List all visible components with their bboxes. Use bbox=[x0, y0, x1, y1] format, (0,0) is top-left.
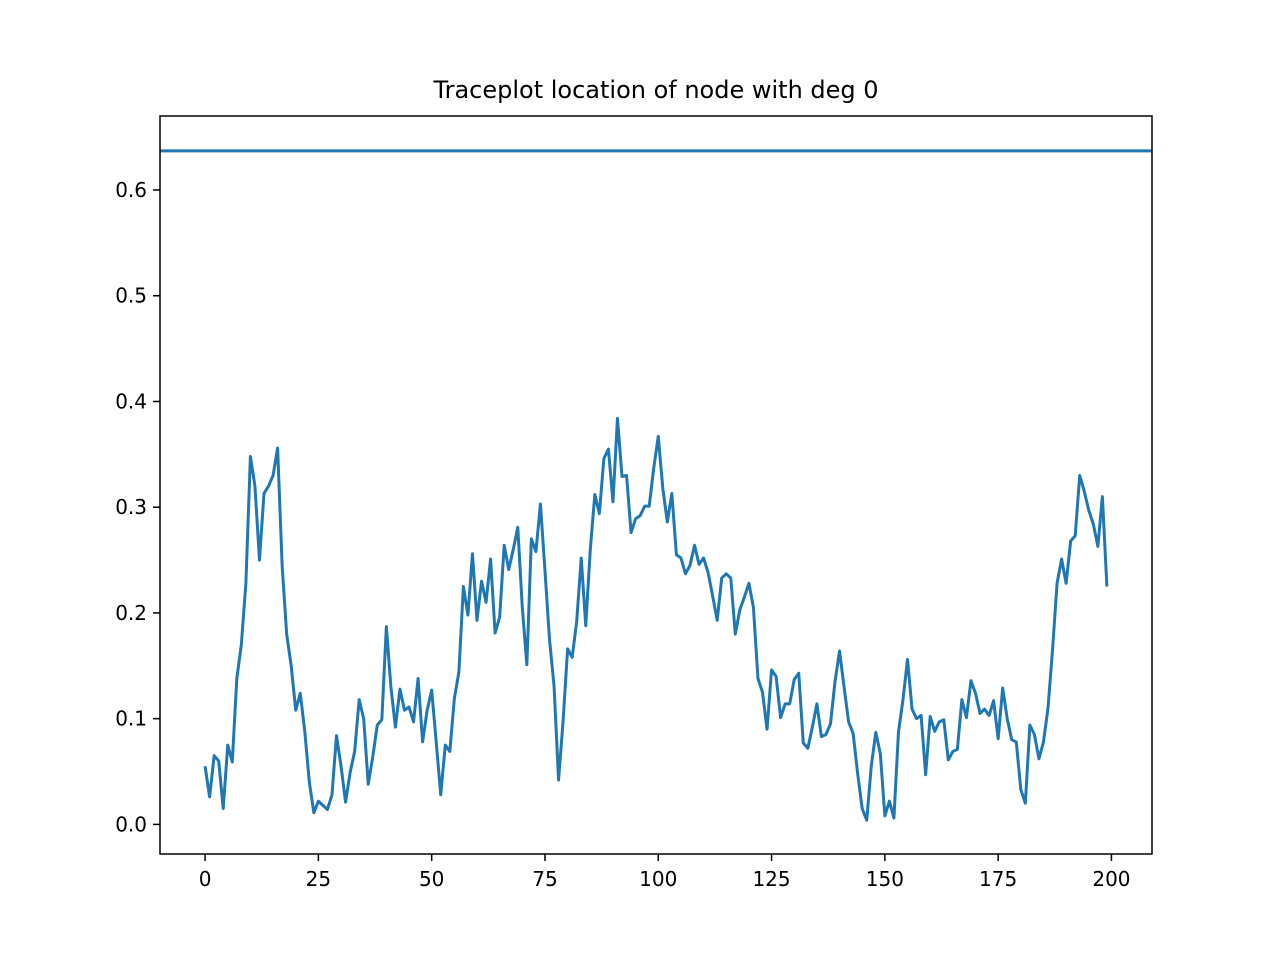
y-tick-label: 0.5 bbox=[115, 284, 147, 308]
x-axis: 0 25 50 75 100 125 150 175 200 bbox=[199, 854, 1131, 891]
y-axis: 0.0 0.1 0.2 0.3 0.4 0.5 0.6 bbox=[115, 178, 160, 836]
y-tick-label: 0.3 bbox=[115, 495, 147, 519]
x-tick-label: 75 bbox=[532, 867, 557, 891]
x-tick-label: 25 bbox=[306, 867, 331, 891]
y-tick-label: 0.2 bbox=[115, 601, 147, 625]
x-tick-label: 100 bbox=[639, 867, 677, 891]
y-tick-label: 0.4 bbox=[115, 389, 147, 413]
y-tick-label: 0.0 bbox=[115, 812, 147, 836]
series-layer bbox=[203, 416, 1109, 822]
x-tick-label: 150 bbox=[866, 867, 904, 891]
x-tick-label: 0 bbox=[199, 867, 212, 891]
x-tick-label: 125 bbox=[752, 867, 790, 891]
x-tick-label: 175 bbox=[979, 867, 1017, 891]
y-tick-label: 0.6 bbox=[115, 178, 147, 202]
x-tick-label: 200 bbox=[1092, 867, 1130, 891]
plot-area-frame bbox=[159, 115, 1153, 855]
chart-title: Traceplot location of node with deg 0 bbox=[432, 76, 878, 104]
x-tick-label: 50 bbox=[419, 867, 444, 891]
series-line-0 bbox=[203, 416, 1109, 822]
y-tick-label: 0.1 bbox=[115, 707, 147, 731]
